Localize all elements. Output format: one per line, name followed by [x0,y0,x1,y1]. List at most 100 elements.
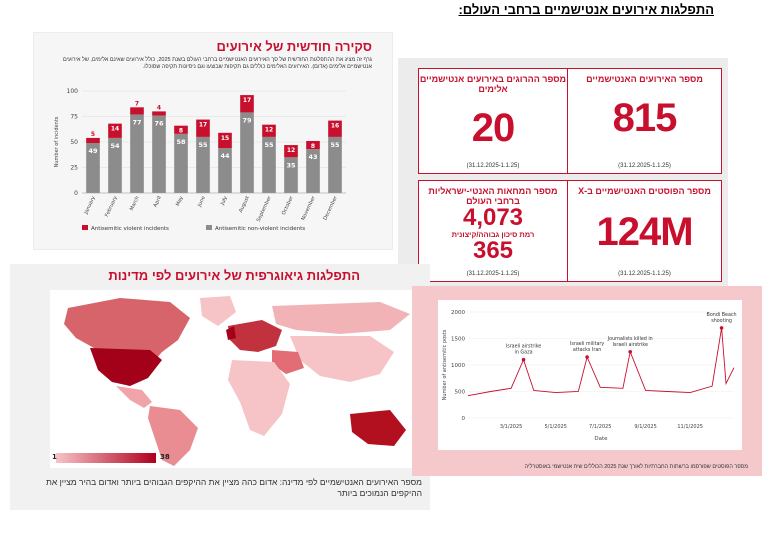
map-usa [90,348,162,386]
bar-nonviolent [284,157,298,193]
card-protests-value: 4,073 [462,204,524,231]
label-nonviolent: 54 [110,142,120,150]
x-tick-label: January [83,195,97,216]
series-line [467,327,735,397]
x-tick-label: December [322,194,339,221]
y-tick-label: 75 [70,114,78,121]
card-protests-label: מספר המחאות האנטי-ישראליות ברחבי העולם [428,186,558,206]
bar-violent [284,145,298,158]
card-fatalities: מספר ההרוגים באירועים אנטישמיים אלימים 2… [418,68,568,174]
x-tick-label: July [219,195,229,207]
card-incidents: מספר האירועים האנטישמיים 815 (31.12.2025… [567,68,722,174]
monthly-bar-chart: 0 25 50 75 100 Number of incidents 49 5 January 5… [54,88,346,232]
annotation-marker [628,349,633,354]
map-europe [228,320,282,352]
map-legend-min: 1 [52,453,57,461]
label-nonviolent: 58 [176,138,186,146]
y-tick-label: 500 [455,390,466,396]
map-caption: מספר האירועים האנטישמיים לפי מדינה: אדום… [46,477,422,498]
annotation-label: shooting [711,318,732,324]
map-central-america [116,386,152,408]
x-tick-label: 11/1/2025 [677,424,703,430]
x-tick-label: 7/1/2025 [589,424,611,430]
map-russia [272,302,410,334]
annotation-label: Israeli military [570,341,604,347]
label-nonviolent: 55 [198,141,208,149]
legend-swatch-violent [82,225,88,230]
bar-nonviolent [196,136,210,193]
label-violent: 8 [179,128,183,135]
label-nonviolent: 76 [154,119,164,127]
map-asia [290,336,394,382]
monthly-overview-panel: סקירה חודשית של אירועים גרף זה מציג את ה… [33,32,393,250]
label-nonviolent: 35 [286,161,296,169]
card-incidents-value: 815 [612,96,678,140]
world-map: 1 38 [50,290,430,468]
bar-nonviolent [328,136,342,193]
legend-swatch-nonviolent [206,225,212,230]
card-fatalities-period: (31.12.2025-1.1.25) [466,163,520,169]
x-tick-label: February [104,195,119,218]
map-south-america [148,406,198,466]
card-protests-value2: 365 [472,237,514,264]
timeline-chart-area: 0 500 1000 1500 2000 Number of antisemitic po… [438,300,742,450]
label-nonviolent: 43 [308,153,317,161]
map-color-legend [56,453,156,463]
card-fatalities-label: מספר ההרוגים באירועים אנטישמיים אלימים [419,74,567,94]
annotation-label: Journalists killed in [607,336,653,342]
bar-violent [152,111,166,116]
annotation-marker [521,357,526,362]
bar-violent [218,132,232,149]
label-violent: 14 [111,126,119,133]
timeline-caption: מספר הפוסטים שפורסמו ברשתות החברתיות לאו… [524,464,748,470]
label-violent: 15 [221,135,229,142]
map-australia [350,410,406,446]
y-tick-label: 1500 [451,337,465,343]
label-violent: 17 [199,122,207,129]
x-tick-label: September [256,194,274,222]
y-tick-label: 0 [74,190,78,197]
label-nonviolent: 77 [132,118,141,126]
label-violent: 16 [331,123,339,130]
bar-nonviolent [306,149,320,193]
map-north-america [64,298,190,382]
card-incidents-period: (31.12.2025-1.1.25) [618,163,671,169]
bar-nonviolent [174,133,188,193]
x-tick-label: March [129,195,141,211]
label-violent: 12 [287,147,295,154]
annotation-label: attacks Iran [573,347,601,353]
bar-violent [328,120,342,137]
bar-nonviolent [262,136,276,193]
y-tick-label: 1000 [451,363,465,369]
y-tick-label: 100 [67,88,79,95]
y-tick-label: 25 [70,165,78,172]
monthly-description: גרף זה מציג את ההתפלגות החודשית של סך הא… [62,57,372,70]
card-fatalities-value: 20 [471,106,516,150]
annotation-label: Israeli airstrike [612,342,648,348]
x-tick-label: April [153,195,163,208]
x-tick-label: June [196,195,206,208]
x-tick-label: 3/1/2025 [500,424,522,430]
timeline-line-chart: 0 500 1000 1500 2000 Number of antisemitic po… [442,310,737,442]
x-tick-label: 5/1/2025 [544,424,566,430]
x-tick-label: November [300,194,317,221]
map-greenland [200,296,236,326]
label-nonviolent: 44 [220,152,230,160]
bar-nonviolent [218,148,232,193]
y-tick-label: 0 [462,416,466,422]
y-tick-label: 2000 [451,310,465,316]
bar-nonviolent [240,112,254,193]
bar-violent [130,107,144,115]
label-violent: 8 [311,143,315,150]
card-protests-period: (31.12.2025-1.1.25) [466,271,520,277]
card-protests: מספר המחאות האנטי-ישראליות ברחבי העולם 4… [418,180,568,282]
y-axis-label: Number of antisemitic posts [442,329,448,400]
bar-violent [306,140,320,150]
x-tick-label: 9/1/2025 [634,424,656,430]
label-violent: 4 [157,104,161,111]
bar-violent [196,119,210,137]
x-tick-label: May [175,195,185,207]
label-nonviolent: 49 [88,147,98,155]
bar-violent [86,137,100,144]
label-nonviolent: 79 [242,116,252,124]
